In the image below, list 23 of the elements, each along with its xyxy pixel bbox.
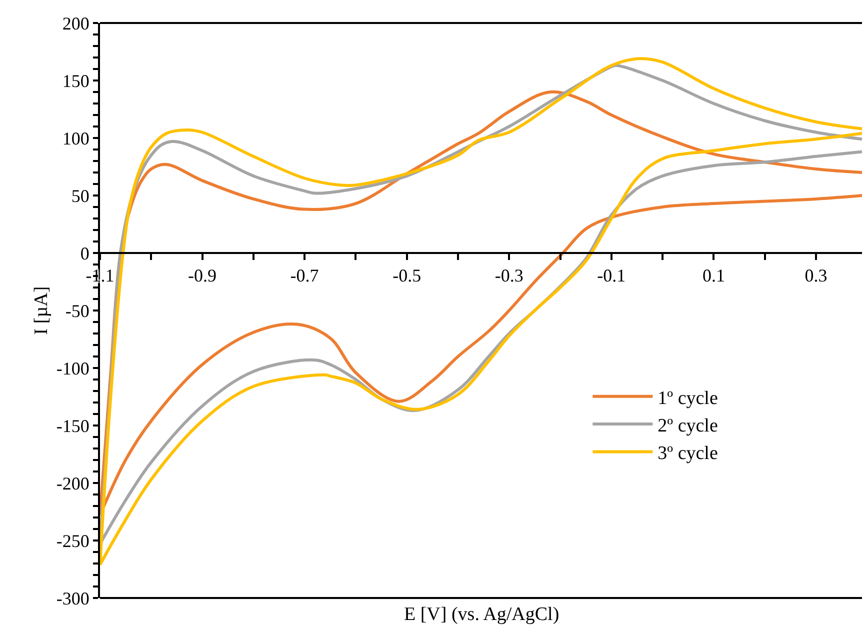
x-axis-title: E [V] (vs. Ag/AgCl) (404, 604, 560, 625)
y-tick-label: 50 (71, 186, 90, 206)
y-tick-label: 200 (62, 13, 90, 34)
y-axis-title: I [µA] (30, 286, 52, 335)
x-tick-label: 0.1 (702, 266, 725, 286)
y-tick-label: -250 (56, 530, 90, 551)
x-tick-label: -0.9 (188, 266, 217, 286)
y-tick-label: 100 (62, 128, 90, 148)
legend-label: 1º cycle (658, 388, 718, 409)
x-tick-label: 0.3 (804, 266, 828, 286)
y-tick-label: 150 (62, 70, 90, 91)
x-tick-label: -0.7 (290, 266, 319, 286)
y-tick-label: -150 (56, 416, 90, 436)
y-tick-label: -50 (65, 300, 90, 321)
x-tick-label: -0.3 (494, 266, 524, 286)
legend-label: 2º cycle (658, 415, 718, 436)
x-tick-label: -0.5 (392, 266, 422, 286)
y-tick-label: -200 (56, 473, 90, 494)
y-tick-label: -100 (56, 358, 90, 378)
x-tick-label: -0.1 (597, 266, 626, 286)
y-tick-label: 0 (80, 243, 90, 264)
legend-label: 3º cycle (658, 443, 718, 464)
y-tick-label: -300 (56, 588, 90, 608)
